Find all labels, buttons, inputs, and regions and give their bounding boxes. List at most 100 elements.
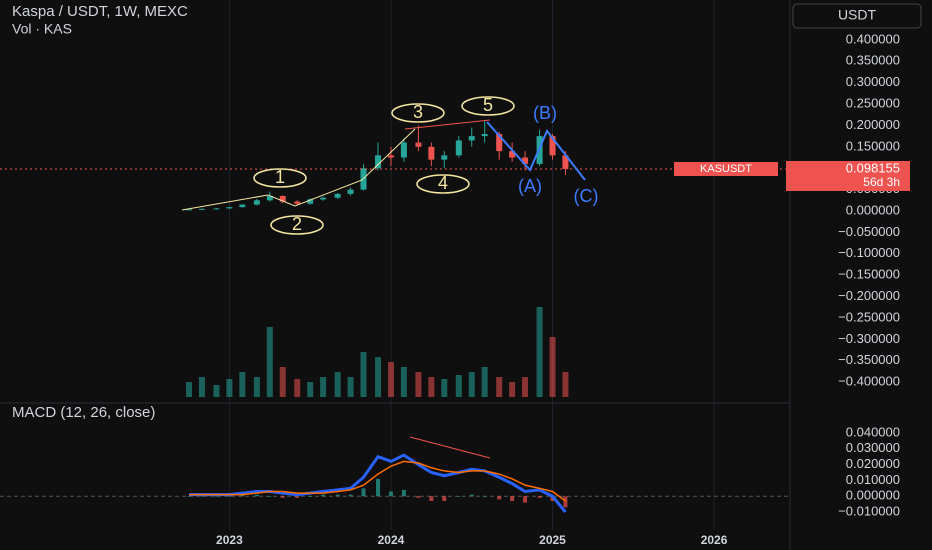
abc-path bbox=[486, 121, 586, 181]
candle-body bbox=[468, 136, 475, 141]
volume-bar bbox=[294, 379, 301, 397]
volume-bar bbox=[455, 375, 462, 397]
candle-body bbox=[415, 142, 422, 147]
y-tick-label: 0.010000 bbox=[846, 472, 900, 487]
y-tick-label: −0.100000 bbox=[838, 245, 900, 260]
x-tick-label: 2025 bbox=[539, 533, 566, 547]
candle-body bbox=[496, 133, 503, 152]
y-tick-label: −0.300000 bbox=[838, 331, 900, 346]
y-tick-label: 0.040000 bbox=[846, 424, 900, 439]
macd-hist-bar bbox=[308, 496, 313, 497]
y-tick-label: −0.200000 bbox=[838, 288, 900, 303]
volume-bar bbox=[468, 372, 475, 397]
volume-bar bbox=[320, 377, 327, 397]
y-tick-label: 0.030000 bbox=[846, 440, 900, 455]
candle-body bbox=[400, 142, 407, 158]
candle-body bbox=[481, 133, 488, 137]
macd-hist-bar bbox=[456, 496, 461, 497]
volume-bar bbox=[481, 367, 488, 397]
macd-line bbox=[189, 453, 567, 514]
candle-body bbox=[226, 207, 233, 209]
macd-hist-bar bbox=[321, 494, 326, 497]
candle-body bbox=[334, 193, 341, 198]
candle-body bbox=[294, 201, 301, 204]
macd-hist-bar bbox=[295, 496, 300, 498]
macd-hist-bar bbox=[416, 496, 421, 498]
macd-hist-bar bbox=[280, 496, 285, 498]
candle-body bbox=[441, 155, 448, 160]
divergence-line bbox=[404, 119, 491, 130]
wave-label: (C) bbox=[574, 186, 599, 206]
y-tick-label: −0.050000 bbox=[838, 224, 900, 239]
y-tick-label: 0.000000 bbox=[846, 202, 900, 217]
macd-hist-bar bbox=[240, 494, 245, 497]
macd-hist-bar bbox=[442, 496, 447, 501]
volume-bar bbox=[562, 372, 569, 397]
volume-bar bbox=[536, 307, 543, 397]
candle-body bbox=[549, 136, 556, 156]
wave-circle bbox=[270, 215, 324, 235]
x-tick-label: 2023 bbox=[216, 533, 243, 547]
wave-label: 4 bbox=[438, 173, 448, 193]
x-tick-label: 2024 bbox=[378, 533, 405, 547]
macd-hist-bar bbox=[361, 488, 366, 497]
macd-hist-bar bbox=[537, 496, 542, 498]
y-tick-label: 0.000000 bbox=[846, 488, 900, 503]
macd-hist-bar bbox=[510, 496, 515, 501]
macd-hist-bar bbox=[348, 494, 353, 497]
volume-bar bbox=[347, 377, 354, 397]
macd-hist-bar bbox=[388, 491, 393, 497]
macd-divergence-line bbox=[409, 436, 491, 459]
macd-title: MACD (12, 26, close) bbox=[12, 404, 155, 421]
candle-body bbox=[428, 146, 435, 160]
wave-label: 2 bbox=[292, 214, 302, 234]
macd-hist-bar bbox=[429, 496, 434, 501]
volume-bar bbox=[387, 362, 394, 397]
symbol-tag-bg bbox=[674, 162, 778, 177]
candle-body bbox=[213, 208, 220, 210]
volume-bar bbox=[375, 357, 382, 397]
macd-line bbox=[189, 460, 566, 502]
wave-path bbox=[181, 128, 416, 211]
volume-bar bbox=[226, 379, 233, 397]
y-tick-label: −0.400000 bbox=[838, 374, 900, 389]
volume-bar bbox=[360, 352, 367, 397]
candle-body bbox=[279, 196, 286, 202]
currency-button[interactable] bbox=[792, 3, 922, 29]
volume-bar bbox=[239, 372, 246, 397]
volume-bar bbox=[509, 382, 516, 397]
candle-body bbox=[320, 197, 327, 200]
y-tick-label: −0.150000 bbox=[838, 267, 900, 282]
macd-hist-bar bbox=[469, 494, 474, 497]
y-tick-label: 0.200000 bbox=[846, 117, 900, 132]
wave-label: (B) bbox=[533, 103, 557, 123]
candle-body bbox=[266, 196, 273, 201]
wave-label: (A) bbox=[518, 176, 542, 196]
candle-body bbox=[186, 209, 193, 211]
y-tick-label: −0.250000 bbox=[838, 309, 900, 324]
macd-hist-bar bbox=[497, 496, 502, 500]
y-tick-label: −0.350000 bbox=[838, 352, 900, 367]
symbol-tag: KASUSDT bbox=[700, 163, 752, 175]
volume-bar bbox=[415, 372, 422, 397]
macd-hist-bar bbox=[376, 478, 381, 497]
volume-bar bbox=[307, 382, 314, 397]
currency-label[interactable]: USDT bbox=[838, 7, 877, 23]
x-tick-label: 2026 bbox=[701, 533, 728, 547]
macd-hist-bar bbox=[187, 496, 192, 497]
volume-bar bbox=[279, 367, 286, 397]
volume-bar bbox=[186, 382, 193, 397]
macd-hist-bar bbox=[254, 494, 259, 497]
y-tick-label: −0.010000 bbox=[838, 504, 900, 519]
candle-body bbox=[387, 155, 394, 158]
macd-hist-bar bbox=[199, 496, 204, 497]
candle-body bbox=[198, 208, 205, 210]
chart-title: Kaspa / USDT, 1W, MEXC bbox=[12, 3, 188, 20]
y-tick-label: 0.300000 bbox=[846, 74, 900, 89]
candle-body bbox=[455, 140, 462, 156]
volume-bar bbox=[441, 379, 448, 397]
macd-hist-bar bbox=[523, 496, 528, 503]
macd-hist-bar bbox=[482, 496, 487, 497]
candle-body bbox=[347, 189, 354, 194]
